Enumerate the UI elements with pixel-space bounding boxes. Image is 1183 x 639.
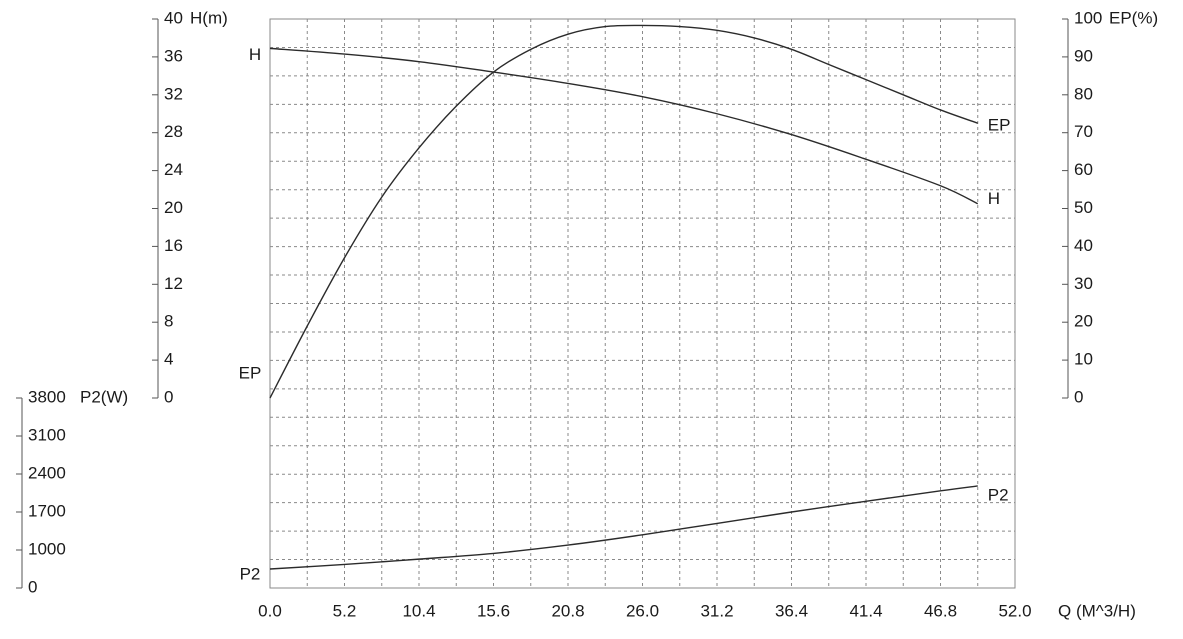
x-axis-tick-label: 36.4 (775, 601, 808, 620)
head-axis-label: H(m) (190, 8, 228, 27)
series-label-ep-start: EP (239, 363, 262, 382)
chart-curves (269, 24, 979, 570)
series-line-ep (269, 24, 978, 399)
efficiency-axis-tick-label: 20 (1074, 312, 1093, 331)
head-axis-tick-label: 28 (164, 122, 183, 141)
x-axis-label: Q (M^3/H) (1058, 601, 1136, 620)
x-axis-tick-label: 0.0 (258, 601, 282, 620)
head-axis-tick-label: 20 (164, 198, 183, 217)
efficiency-axis-tick-label: 50 (1074, 198, 1093, 217)
plot-frame (269, 18, 1016, 589)
power-axis-tick-label: 3100 (28, 425, 66, 444)
x-axis-tick-label: 52.0 (998, 601, 1031, 620)
series-line-p2 (269, 485, 978, 570)
power-axis-tick-label: 1000 (28, 539, 66, 558)
power-axis-tick-label: 3800 (28, 387, 66, 406)
efficiency-axis-tick-label: 70 (1074, 122, 1093, 141)
efficiency-axis-label: EP(%) (1109, 8, 1158, 27)
efficiency-axis-tick-label: 30 (1074, 274, 1093, 293)
series-label-h-end: H (988, 189, 1000, 208)
efficiency-axis-tick-label: 10 (1074, 350, 1093, 369)
head-axis-tick-label: 40 (164, 8, 183, 27)
chart-grid (269, 18, 1016, 589)
power-axis-tick-label: 1700 (28, 501, 66, 520)
head-axis-tick-label: 16 (164, 236, 183, 255)
x-axis-tick-label: 31.2 (700, 601, 733, 620)
power-axis-tick-label: 2400 (28, 463, 66, 482)
series-label-p2-end: P2 (988, 485, 1009, 504)
efficiency-axis-tick-label: 90 (1074, 46, 1093, 65)
chart-labels: H EP P2 EP H P2 (239, 45, 1011, 584)
x-axis-tick-label: 41.4 (849, 601, 882, 620)
series-label-ep-end: EP (988, 116, 1011, 135)
x-axis-tick-label: 46.8 (924, 601, 957, 620)
efficiency-axis-tick-label: 80 (1074, 84, 1093, 103)
efficiency-axis-tick-label: 60 (1074, 160, 1093, 179)
head-axis-tick-label: 4 (164, 350, 173, 369)
power-axis-tick-label: 0 (28, 577, 37, 596)
head-axis-tick-label: 0 (164, 387, 173, 406)
head-axis-tick-label: 12 (164, 274, 183, 293)
efficiency-axis-tick-label: 0 (1074, 387, 1083, 406)
x-axis-tick-label: 5.2 (333, 601, 357, 620)
x-axis-tick-label: 20.8 (551, 601, 584, 620)
efficiency-axis-tick-label: 40 (1074, 236, 1093, 255)
series-label-p2-start: P2 (240, 564, 261, 583)
efficiency-axis-tick-label: 100 (1074, 8, 1102, 27)
x-axis-tick-label: 10.4 (402, 601, 435, 620)
x-axis-tick-label: 15.6 (477, 601, 510, 620)
head-axis-tick-label: 24 (164, 160, 183, 179)
head-axis-tick-label: 8 (164, 312, 173, 331)
chart-axes: 0 4 8 12 16 20 24 28 32 36 40 H(m) 0 10 20 30 40 50 60 70 80… (16, 8, 1158, 620)
head-axis-tick-label: 36 (164, 46, 183, 65)
head-axis-tick-label: 32 (164, 84, 183, 103)
x-axis-tick-label: 26.0 (626, 601, 659, 620)
series-line-h (269, 47, 979, 205)
power-axis-label: P2(W) (80, 387, 128, 406)
series-label-h-start: H (249, 45, 261, 64)
